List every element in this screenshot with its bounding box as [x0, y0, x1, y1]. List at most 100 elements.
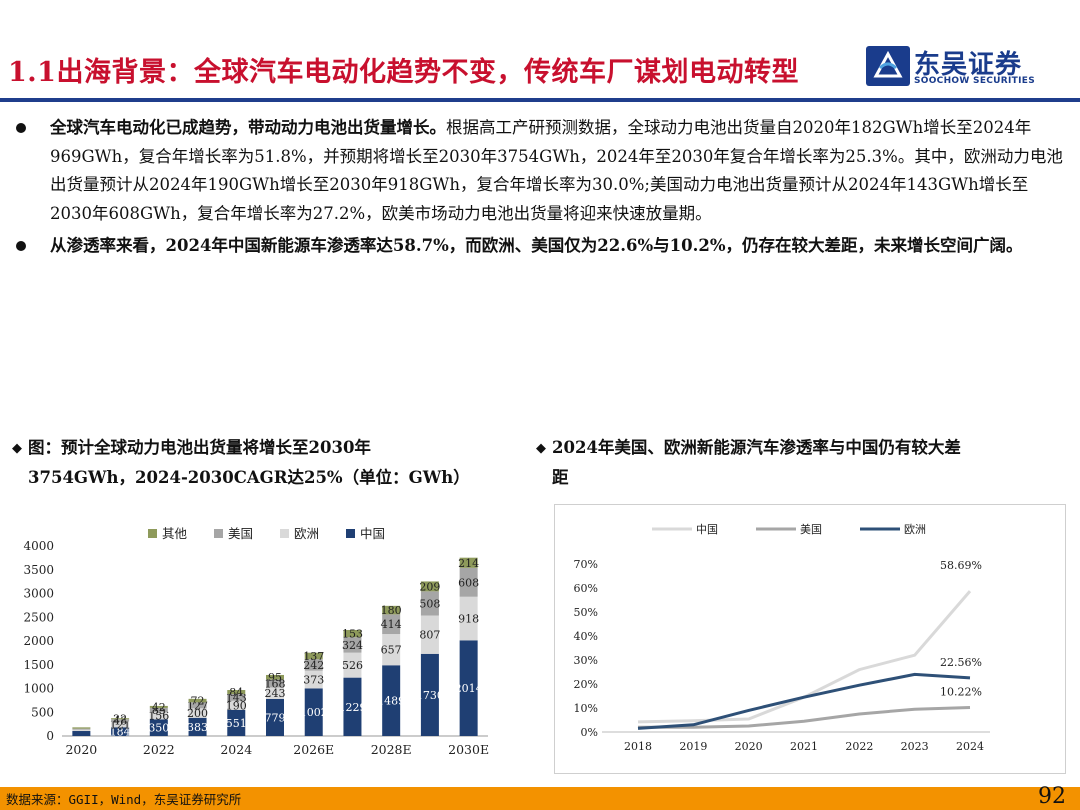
bullet-list: 全球汽车电动化已成趋势，带动动力电池出货量增长。根据高工产研预测数据，全球动力电…: [14, 114, 1070, 265]
bar-value-label: 526: [342, 659, 363, 672]
bar-value-label: 2014: [455, 682, 483, 695]
left-figure-title: ◆ 图：预计全球动力电池出货量将增长至2030年 3754GWh，2024-203…: [12, 433, 512, 492]
bar-segment: [459, 557, 478, 568]
bar-value-label: 657: [381, 644, 402, 657]
bar-segment: [420, 615, 439, 654]
y-tick-label: 1500: [23, 658, 54, 672]
right-figure-title-line2: 距: [552, 468, 569, 487]
header-divider: [0, 98, 1080, 102]
y-tick-label: 20%: [574, 678, 598, 691]
bar-segment: [420, 591, 439, 616]
bullet-bold-text: 全球汽车电动化已成趋势，带动动力电池出货量增长。: [50, 118, 446, 137]
bar-value-label: 1730: [416, 689, 444, 702]
bar-segment: [382, 605, 401, 615]
company-logo: 东吴证券 SOOCHOW SECURITIES: [866, 44, 1066, 92]
data-label: 58.69%: [940, 559, 982, 572]
x-tick-label: 2021: [790, 740, 818, 753]
bar-value-label: 1489: [377, 695, 405, 708]
bar-segment: [188, 698, 207, 703]
x-tick-label: 2030E: [448, 742, 489, 757]
bar-value-label: 190: [226, 699, 247, 712]
x-tick-label: 2024: [220, 742, 252, 757]
y-tick-label: 0: [46, 729, 54, 743]
legend-swatch: [214, 529, 223, 538]
y-tick-label: 70%: [574, 558, 598, 571]
bar-segment: [72, 727, 91, 729]
bar-value-label: 121: [110, 718, 131, 731]
bar-segment: [343, 629, 362, 638]
bar-value-label: 324: [342, 639, 363, 652]
bullet-dot-icon: [16, 123, 26, 133]
x-tick-label: 2022: [143, 742, 175, 757]
diamond-icon: ◆: [536, 441, 546, 456]
bar-segment: [266, 687, 284, 699]
bar-segment: [266, 679, 284, 688]
bar-segment: [304, 652, 323, 660]
bar-segment: [111, 721, 130, 728]
series-line: [637, 590, 972, 724]
y-tick-label: 2500: [23, 610, 54, 624]
data-source-note: 数据来源：GGII，Wind，东吴证券研究所: [6, 792, 242, 807]
legend-label: 欧洲: [904, 523, 926, 536]
bar-segment: [382, 634, 401, 666]
bar-value-label: 508: [419, 597, 440, 610]
data-label: 10.22%: [940, 685, 982, 698]
bullet-item: 从渗透率来看，2024年中国新能源车渗透率达58.7%，而欧洲、美国仅为22.6…: [14, 232, 1070, 261]
y-tick-label: 3000: [23, 587, 54, 601]
y-tick-label: 3500: [23, 563, 54, 577]
legend-label: 中国: [360, 526, 385, 541]
bar-value-label: 807: [419, 629, 440, 642]
bar-segment: [72, 729, 91, 732]
legend-swatch: [148, 529, 157, 538]
bar-value-label: 243: [265, 687, 286, 700]
x-tick-label: 2020: [65, 742, 97, 757]
bar-segment: [266, 698, 284, 736]
bar-segment: [227, 700, 246, 710]
page-title: 1.1出海背景：全球汽车电动化趋势不变，传统车厂谋划电动转型: [8, 57, 799, 88]
bar-value-label: 143: [226, 691, 247, 704]
series-line: [638, 705, 971, 729]
bar-value-label: 168: [265, 677, 286, 690]
bar-segment: [343, 652, 362, 678]
bar-segment: [304, 688, 323, 736]
bar-segment: [72, 731, 91, 736]
bar-segment: [188, 708, 207, 718]
bar-segment: [188, 702, 207, 709]
right-figure-title-line1: 2024年美国、欧洲新能源汽车渗透率与中国仍有较大差: [552, 438, 961, 457]
bar-value-label: 414: [381, 618, 402, 631]
logo-english-name: SOOCHOW SECURITIES: [914, 76, 1035, 86]
legend-label: 美国: [228, 526, 253, 541]
bar-segment: [459, 640, 478, 736]
legend-swatch: [346, 529, 355, 538]
bar-value-label: 779: [265, 711, 286, 724]
bar-value-label: 918: [458, 613, 479, 626]
y-tick-label: 2000: [23, 634, 54, 648]
bullet-text: 根据高工产研预测数据，全球动力电池出货量自2020年182GWh增长至2024年…: [50, 118, 1063, 223]
bar-segment: [188, 717, 207, 736]
bullet-item: 全球汽车电动化已成趋势，带动动力电池出货量增长。根据高工产研预测数据，全球动力电…: [14, 114, 1070, 228]
y-tick-label: 1000: [23, 682, 54, 696]
bar-segment: [227, 709, 246, 736]
x-tick-label: 2024: [956, 740, 984, 753]
logo-chinese-name: 东吴证券: [914, 50, 1023, 80]
x-tick-label: 2018: [624, 740, 652, 753]
bar-value-label: 350: [148, 722, 169, 735]
battery-shipment-bar-chart: 0500100015002000250030003500400020201841…: [23, 526, 489, 757]
x-tick-label: 2026E: [293, 742, 334, 757]
left-figure-title-line1: 图：预计全球动力电池出货量将增长至2030年: [28, 438, 371, 457]
bar-value-label: 137: [303, 650, 324, 663]
bar-segment: [304, 670, 323, 689]
legend-label: 美国: [800, 523, 822, 536]
bar-segment: [420, 581, 439, 592]
bar-value-label: 383: [187, 721, 208, 734]
bar-value-label: 72: [191, 695, 205, 708]
right-figure-title: ◆ 2024年美国、欧洲新能源汽车渗透率与中国仍有较大差 距: [536, 433, 1066, 492]
y-tick-label: 10%: [574, 702, 598, 715]
y-tick-label: 30%: [574, 654, 598, 667]
x-tick-label: 2023: [901, 740, 929, 753]
bar-value-label: 95: [268, 671, 282, 684]
series-line: [637, 672, 971, 730]
bar-value-label: 551: [226, 717, 247, 730]
bar-value-label: 209: [419, 580, 440, 593]
bar-value-label: 214: [458, 557, 479, 570]
